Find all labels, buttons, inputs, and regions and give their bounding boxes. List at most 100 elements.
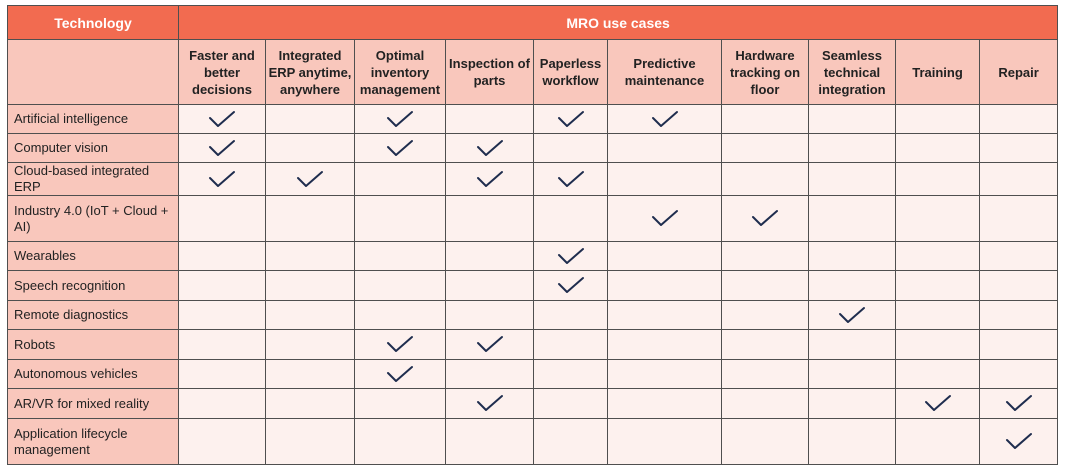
table-cell <box>178 195 266 242</box>
checkmark-icon <box>651 110 678 127</box>
table-cell <box>265 418 355 465</box>
table-cell <box>354 162 446 196</box>
table-cell <box>445 133 534 163</box>
table-cell <box>978 300 1059 330</box>
header-spacer <box>7 39 179 105</box>
checkmark-icon <box>209 139 235 156</box>
table-cell <box>607 418 722 465</box>
checkmark-icon <box>476 139 503 156</box>
table-row: Speech recognition <box>7 270 1059 301</box>
table-cell <box>895 241 980 271</box>
checkmark-icon <box>387 365 413 382</box>
table-cell <box>178 359 266 389</box>
column-header-predictive-maintenance: Predictive maintenance <box>607 39 722 105</box>
table-cell <box>265 388 355 419</box>
table-cell <box>445 195 534 242</box>
table-cell <box>533 162 608 196</box>
column-header-training: Training <box>895 39 980 105</box>
table-cell <box>808 195 896 242</box>
table-row: Application lifecycle management <box>7 418 1059 465</box>
table-cell <box>721 388 809 419</box>
checkmark-icon <box>387 336 413 353</box>
table-cell <box>533 241 608 271</box>
checkmark-icon <box>476 336 503 353</box>
checkmark-icon <box>924 395 951 412</box>
table-cell <box>533 195 608 242</box>
table-cell <box>978 162 1059 196</box>
column-header-integrated-erp-anytime-anywhere: Integrated ERP anytime, anywhere <box>265 39 355 105</box>
table-row: Robots <box>7 329 1059 360</box>
checkmark-icon <box>557 277 584 294</box>
table-cell <box>895 300 980 330</box>
table-cell <box>265 329 355 360</box>
table-cell <box>178 388 266 419</box>
table-cell <box>607 133 722 163</box>
table-cell <box>895 133 980 163</box>
row-label-computer-vision: Computer vision <box>7 133 179 163</box>
table-cell <box>978 359 1059 389</box>
table-cell <box>533 359 608 389</box>
table-cell <box>533 418 608 465</box>
table-cell <box>721 162 809 196</box>
table-cell <box>178 241 266 271</box>
table-cell <box>808 329 896 360</box>
table-header-row: Technology MRO use cases <box>7 5 1059 40</box>
checkmark-icon <box>651 210 678 227</box>
table-cell <box>445 329 534 360</box>
technology-header: Technology <box>7 5 179 40</box>
table-cell <box>895 418 980 465</box>
table-cell <box>808 162 896 196</box>
column-header-optimal-inventory-management: Optimal inventory management <box>354 39 446 105</box>
table-cell <box>721 359 809 389</box>
table-cell <box>533 270 608 301</box>
table-cell <box>978 241 1059 271</box>
table-cell <box>808 104 896 134</box>
table-cell <box>265 162 355 196</box>
table-cell <box>445 162 534 196</box>
checkmark-icon <box>557 170 584 187</box>
table-row: Artificial intelligence <box>7 104 1059 134</box>
table-row: Cloud-based integrated ERP <box>7 162 1059 196</box>
table-cell <box>895 162 980 196</box>
table-cell <box>607 329 722 360</box>
table-cell <box>265 359 355 389</box>
table-row: Autonomous vehicles <box>7 359 1059 389</box>
column-header-faster-and-better-decisions: Faster and better decisions <box>178 39 266 105</box>
table-cell <box>607 388 722 419</box>
checkmark-icon <box>557 110 584 127</box>
use-cases-header: MRO use cases <box>177 5 1059 40</box>
table-cell <box>354 359 446 389</box>
row-label-cloud-based-integrated-erp: Cloud-based integrated ERP <box>7 162 179 196</box>
table-cell <box>533 388 608 419</box>
checkmark-icon <box>387 110 413 127</box>
table-cell <box>265 195 355 242</box>
checkmark-icon <box>297 170 323 187</box>
checkmark-icon <box>1005 395 1032 412</box>
table-cell <box>445 388 534 419</box>
table-cell <box>978 329 1059 360</box>
table-cell <box>265 300 355 330</box>
table-cell <box>607 162 722 196</box>
table-row: Wearables <box>7 241 1059 271</box>
table-cell <box>178 329 266 360</box>
table-row: AR/VR for mixed reality <box>7 388 1059 419</box>
table-cell <box>354 195 446 242</box>
table-cell <box>354 133 446 163</box>
table-cell <box>533 133 608 163</box>
table-cell <box>445 241 534 271</box>
checkmark-icon <box>476 395 503 412</box>
table-cell <box>721 329 809 360</box>
column-header-hardware-tracking-on-floor: Hardware tracking on floor <box>721 39 809 105</box>
table-cell <box>533 300 608 330</box>
table-cell <box>808 241 896 271</box>
table-cell <box>607 359 722 389</box>
checkmark-icon <box>209 110 235 127</box>
table-cell <box>808 418 896 465</box>
table-cell <box>354 104 446 134</box>
table-cell <box>895 388 980 419</box>
table-cell <box>265 104 355 134</box>
table-cell <box>808 388 896 419</box>
row-label-artificial-intelligence: Artificial intelligence <box>7 104 179 134</box>
mro-use-case-table: Technology MRO use cases Faster and bett… <box>7 5 1059 465</box>
table-cell <box>445 359 534 389</box>
